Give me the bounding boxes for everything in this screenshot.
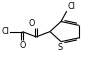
Text: Cl: Cl (67, 2, 75, 11)
Text: Cl: Cl (1, 27, 9, 36)
Text: S: S (58, 43, 63, 52)
Text: O: O (19, 41, 26, 50)
Text: O: O (29, 19, 35, 28)
